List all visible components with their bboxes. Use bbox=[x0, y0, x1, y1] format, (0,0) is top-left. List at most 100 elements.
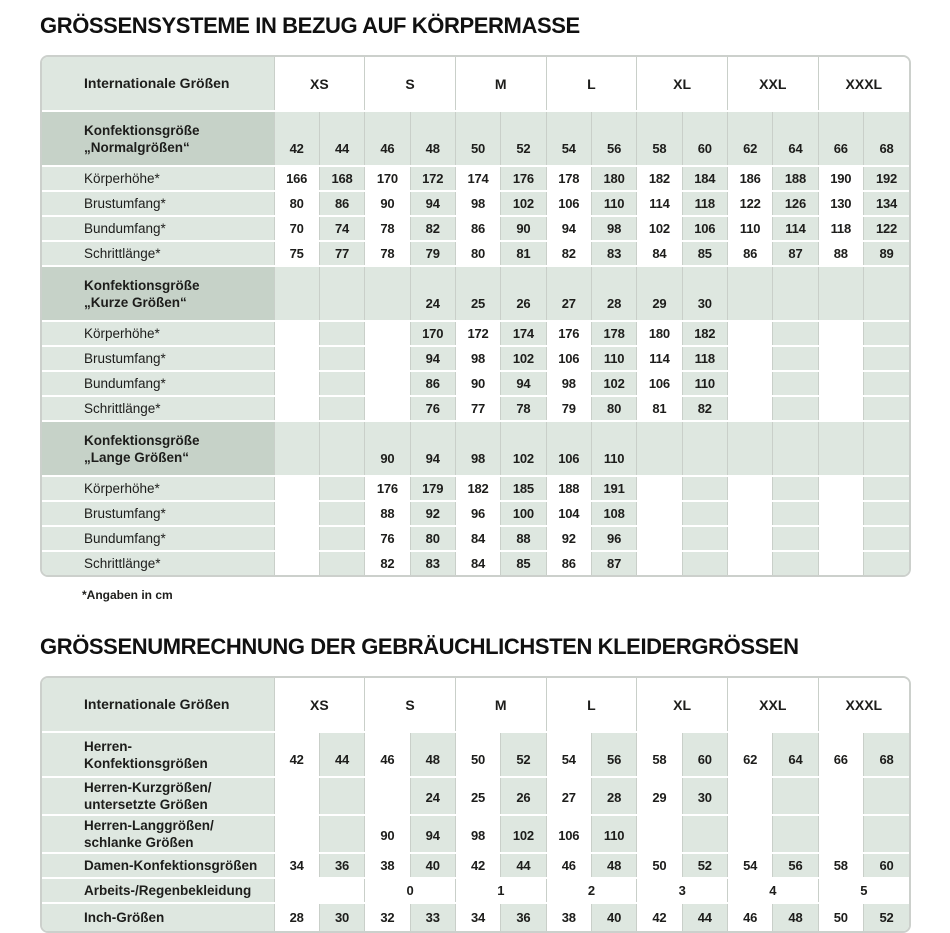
size-cell: 68 bbox=[863, 111, 909, 167]
table1-title: GRÖSSENSYSTEME IN BEZUG AUF KÖRPERMASSE bbox=[40, 13, 580, 38]
value-cell: 92 bbox=[546, 526, 592, 552]
value-cell: 172 bbox=[455, 321, 502, 347]
value-cell: 110 bbox=[727, 216, 774, 242]
value-cell: 28 bbox=[274, 903, 320, 931]
value-cell: 118 bbox=[682, 346, 728, 372]
measure-label: Brustumfang* bbox=[42, 501, 275, 527]
size-cell bbox=[772, 421, 819, 477]
value-cell: 77 bbox=[455, 396, 502, 422]
value-cell: 36 bbox=[319, 853, 366, 879]
size-cell bbox=[818, 266, 864, 322]
measure-label: Bundumfang* bbox=[42, 526, 275, 552]
row-label: Herren-Kurzgrößen/ untersetzte Größen bbox=[42, 777, 275, 816]
value-cell: 88 bbox=[500, 526, 547, 552]
value-cell bbox=[863, 777, 909, 816]
measure-row: Körperhöhe* 176 179 182 185 188 191 bbox=[42, 476, 909, 502]
value-cell: 100 bbox=[500, 501, 547, 527]
merged-value-cell: 2 bbox=[546, 878, 638, 904]
value-cell: 188 bbox=[546, 476, 592, 502]
value-cell bbox=[863, 501, 909, 527]
section-header-row: Konfektionsgröße „Lange Größen“ 90 94 98 102… bbox=[42, 421, 909, 477]
section-label: Konfektionsgröße „Kurze Größen“ bbox=[42, 266, 275, 322]
value-cell: 68 bbox=[863, 732, 909, 778]
section-header-row: Konfektionsgröße „Kurze Größen“ 24 25 26 27 2… bbox=[42, 266, 909, 322]
size-cell: 54 bbox=[546, 111, 592, 167]
value-cell: 30 bbox=[319, 903, 366, 931]
measure-label: Schrittlänge* bbox=[42, 241, 275, 267]
intl-size-s: S bbox=[364, 57, 456, 112]
size-cell: 25 bbox=[455, 266, 502, 322]
value-cell: 64 bbox=[772, 732, 819, 778]
value-cell bbox=[636, 476, 683, 502]
footnote-cm: *Angaben in cm bbox=[82, 588, 173, 602]
value-cell: 32 bbox=[364, 903, 411, 931]
value-cell bbox=[319, 476, 366, 502]
size-row: Herren-Kurzgrößen/ untersetzte Größen 24 2… bbox=[42, 777, 909, 816]
value-cell bbox=[863, 815, 909, 854]
value-cell bbox=[319, 551, 366, 575]
value-cell: 118 bbox=[682, 191, 728, 217]
measure-row: Schrittlänge* 75 77 78 79 80 81 82 83 84 85 86 87 88 8… bbox=[42, 241, 909, 267]
value-cell: 178 bbox=[546, 166, 592, 192]
value-cell: 188 bbox=[772, 166, 819, 192]
value-cell: 36 bbox=[500, 903, 547, 931]
header-row: Internationale Größen XS S M L XL XXL XXXL bbox=[42, 678, 909, 733]
value-cell: 60 bbox=[863, 853, 909, 879]
value-cell: 42 bbox=[455, 853, 502, 879]
value-cell bbox=[274, 476, 320, 502]
value-cell: 182 bbox=[636, 166, 683, 192]
value-cell bbox=[772, 371, 819, 397]
value-cell: 114 bbox=[636, 191, 683, 217]
value-cell bbox=[863, 526, 909, 552]
value-cell: 179 bbox=[410, 476, 456, 502]
measure-label: Bundumfang* bbox=[42, 216, 275, 242]
value-cell: 82 bbox=[682, 396, 728, 422]
value-cell: 24 bbox=[410, 777, 456, 816]
section-label: Konfektionsgröße „Normalgrößen“ bbox=[42, 111, 275, 167]
value-cell bbox=[274, 501, 320, 527]
value-cell: 74 bbox=[319, 216, 366, 242]
value-cell bbox=[863, 346, 909, 372]
value-cell: 106 bbox=[546, 191, 592, 217]
value-cell bbox=[818, 476, 864, 502]
value-cell bbox=[727, 321, 774, 347]
size-cell: 56 bbox=[591, 111, 638, 167]
intl-size-xs: XS bbox=[274, 57, 366, 112]
value-cell: 54 bbox=[727, 853, 774, 879]
value-cell: 185 bbox=[500, 476, 547, 502]
intl-size-xxl: XXL bbox=[727, 678, 819, 733]
value-cell: 90 bbox=[500, 216, 547, 242]
intl-size-m: M bbox=[455, 678, 547, 733]
value-cell: 88 bbox=[364, 501, 411, 527]
value-cell: 176 bbox=[546, 321, 592, 347]
size-cell: 64 bbox=[772, 111, 819, 167]
value-cell: 102 bbox=[500, 346, 547, 372]
value-cell: 77 bbox=[319, 241, 366, 267]
measure-label: Schrittlänge* bbox=[42, 396, 275, 422]
value-cell bbox=[863, 551, 909, 575]
value-cell bbox=[319, 346, 366, 372]
value-cell: 174 bbox=[500, 321, 547, 347]
intl-size-l: L bbox=[546, 57, 638, 112]
measure-label: Schrittlänge* bbox=[42, 551, 275, 575]
value-cell bbox=[636, 551, 683, 575]
size-cell bbox=[364, 266, 411, 322]
value-cell: 38 bbox=[364, 853, 411, 879]
value-cell bbox=[727, 526, 774, 552]
value-cell: 50 bbox=[636, 853, 683, 879]
value-cell: 180 bbox=[591, 166, 638, 192]
value-cell bbox=[772, 346, 819, 372]
value-cell: 79 bbox=[410, 241, 456, 267]
value-cell bbox=[727, 501, 774, 527]
value-cell: 33 bbox=[410, 903, 456, 931]
value-cell bbox=[364, 396, 411, 422]
value-cell bbox=[682, 815, 728, 854]
size-cell bbox=[682, 421, 728, 477]
value-cell: 52 bbox=[500, 732, 547, 778]
value-cell bbox=[364, 777, 411, 816]
size-cell bbox=[727, 266, 774, 322]
value-cell bbox=[319, 371, 366, 397]
value-cell: 122 bbox=[863, 216, 909, 242]
value-cell: 26 bbox=[500, 777, 547, 816]
